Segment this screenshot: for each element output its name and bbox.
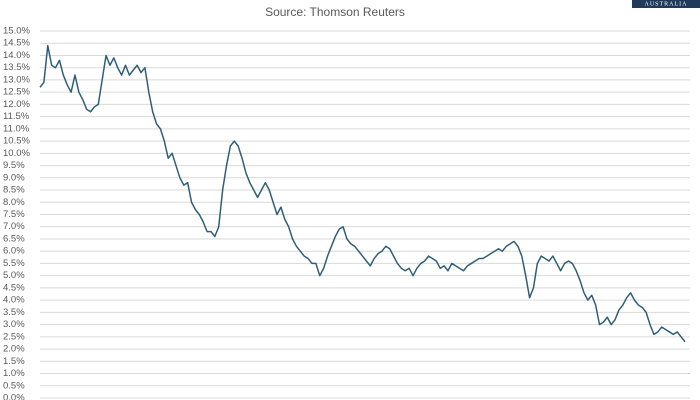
y-tick-label: 6.5%	[3, 233, 25, 244]
y-tick-label: 14.5%	[3, 38, 30, 49]
y-tick-label: 11.5%	[3, 111, 30, 122]
y-tick-label: 1.0%	[3, 368, 25, 379]
y-tick-label: 2.0%	[3, 344, 25, 355]
y-tick-label: 0.5%	[3, 380, 25, 391]
y-tick-label: 10.5%	[3, 136, 30, 147]
y-tick-label: 12.5%	[3, 87, 30, 98]
y-tick-label: 0.0%	[3, 393, 25, 400]
line-series	[39, 44, 686, 343]
y-tick-label: 1.5%	[3, 356, 25, 367]
y-tick-label: 8.5%	[3, 185, 25, 196]
y-tick-label: 7.0%	[3, 221, 25, 232]
y-tick-label: 4.5%	[3, 282, 25, 293]
y-tick-label: 9.0%	[3, 172, 25, 183]
chart-title: Source: Thomson Reuters	[265, 5, 405, 19]
y-tick-label: 10.0%	[3, 148, 30, 159]
y-tick-label: 15.0%	[3, 26, 30, 37]
y-tick-label: 2.5%	[3, 331, 25, 342]
y-tick-label: 13.5%	[3, 62, 30, 73]
logo-text: AUSTRALIA	[645, 1, 688, 7]
logo-box	[632, 0, 700, 8]
y-tick-label: 5.0%	[3, 270, 25, 281]
y-tick-label: 3.5%	[3, 307, 25, 318]
y-tick-label: 6.0%	[3, 246, 25, 257]
y-tick-label: 4.0%	[3, 295, 25, 306]
y-tick-label: 5.5%	[3, 258, 25, 269]
y-tick-label: 11.0%	[3, 123, 30, 134]
y-tick-label: 14.0%	[3, 50, 30, 61]
y-tick-label: 13.0%	[3, 74, 30, 85]
y-tick-label: 12.0%	[3, 99, 30, 110]
y-tick-label: 9.5%	[3, 160, 25, 171]
y-tick-label: 3.0%	[3, 319, 25, 330]
y-tick-label: 7.5%	[3, 209, 25, 220]
y-tick-label: 8.0%	[3, 197, 25, 208]
